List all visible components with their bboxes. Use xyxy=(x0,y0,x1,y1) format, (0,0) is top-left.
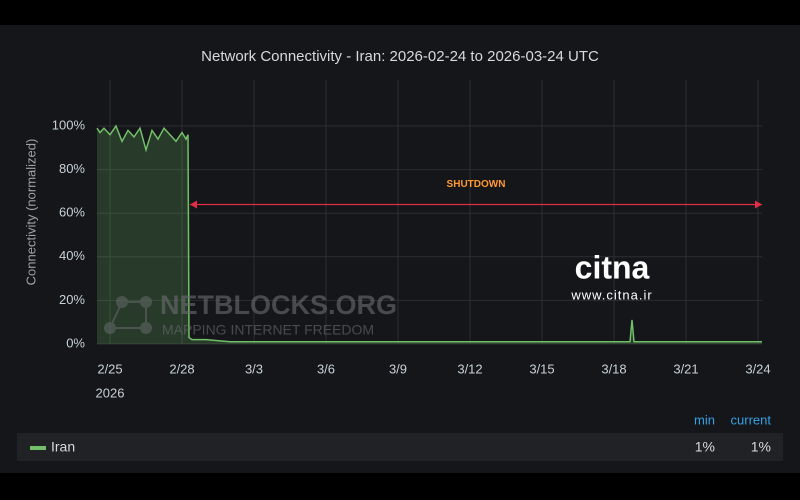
y-tick-label: 20% xyxy=(59,292,85,307)
x-tick-label: 3/3 xyxy=(245,361,263,376)
x-tick-label: 3/12 xyxy=(457,361,482,376)
x-tick-label: 2/28 xyxy=(169,361,194,376)
legend-value: 1% xyxy=(695,439,715,455)
watermark: MAPPING INTERNET FREEDOM xyxy=(162,322,374,338)
x-year-label: 2026 xyxy=(96,385,125,400)
series-line xyxy=(96,124,762,343)
legend-swatch xyxy=(30,446,46,450)
y-axis-label: Connectivity (normalized) xyxy=(23,139,38,286)
legend-value: 1% xyxy=(751,439,771,455)
x-tick-label: 3/21 xyxy=(673,361,698,376)
x-tick-label: 2/25 xyxy=(97,361,122,376)
y-tick-label: 80% xyxy=(59,161,85,176)
panel xyxy=(0,25,800,473)
x-tick-label: 3/18 xyxy=(601,361,626,376)
annotation-text: SHUTDOWN xyxy=(447,179,506,190)
x-tick-label: 3/9 xyxy=(389,361,407,376)
watermark: citna xyxy=(575,249,650,285)
x-tick-label: 3/15 xyxy=(529,361,554,376)
legend-label: Iran xyxy=(51,439,75,455)
x-tick-label: 3/6 xyxy=(317,361,335,376)
y-tick-label: 100% xyxy=(52,117,86,132)
y-tick-label: 0% xyxy=(66,335,85,350)
y-tick-label: 60% xyxy=(59,205,85,220)
chart-title: Network Connectivity - Iran: 2026-02-24 … xyxy=(201,48,599,65)
series-area xyxy=(97,126,762,344)
watermark: NETBLOCKS.ORG xyxy=(160,290,397,320)
y-tick-label: 40% xyxy=(59,248,85,263)
legend-row xyxy=(17,433,783,461)
watermark-icon xyxy=(104,296,152,334)
legend-header: min xyxy=(694,412,715,427)
x-tick-label: 3/24 xyxy=(745,361,770,376)
watermark: www.citna.ir xyxy=(570,287,652,302)
legend-header: current xyxy=(731,412,772,427)
